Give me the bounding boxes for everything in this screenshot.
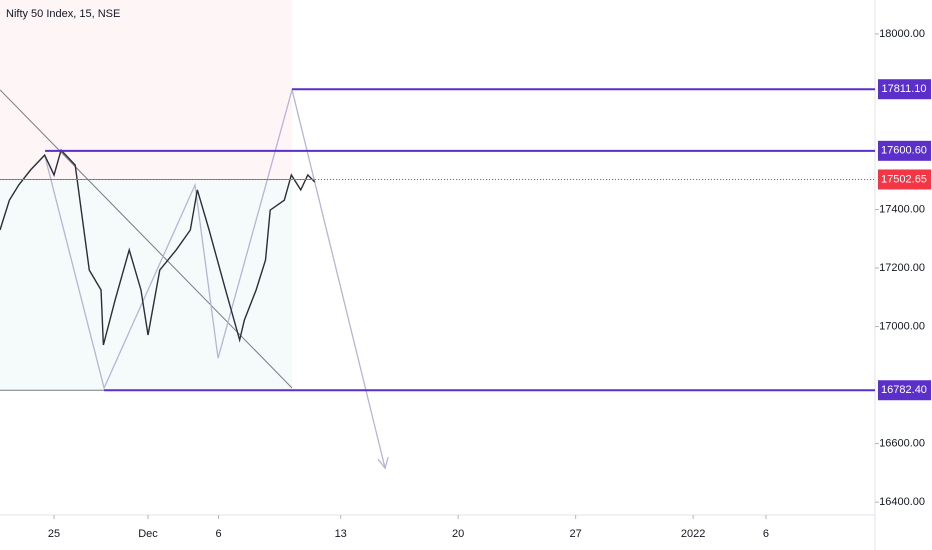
y-tick-label: 17000.00 <box>879 320 925 332</box>
y-tick-label: 16400.00 <box>879 496 925 508</box>
chart-title: Nifty 50 Index, 15, NSE <box>6 8 120 20</box>
y-tick-label: 18000.00 <box>879 28 925 40</box>
level-box <box>878 140 931 161</box>
level-box <box>878 380 931 401</box>
y-tick-label: 17200.00 <box>879 262 925 274</box>
trendline <box>0 89 293 389</box>
level-box <box>878 79 931 100</box>
y-tick-label: 16600.00 <box>879 438 925 450</box>
level-label: 16782.40 <box>881 384 927 396</box>
level-label: 17600.60 <box>881 145 927 157</box>
current-price-label: 17502.65 <box>881 173 927 185</box>
current-price-box <box>878 169 931 190</box>
level-label: 17811.10 <box>881 83 926 95</box>
x-tick-label: Dec <box>138 528 158 540</box>
x-tick-label: 13 <box>335 528 347 540</box>
y-tick-label: 17400.00 <box>879 203 925 215</box>
x-tick-label: 25 <box>48 528 60 540</box>
projection-arrow <box>377 457 389 470</box>
x-tick-label: 27 <box>570 528 582 540</box>
reward-zone <box>0 179 293 391</box>
price-line <box>0 148 316 346</box>
x-tick-label: 20 <box>452 528 464 540</box>
x-tick-label: 6 <box>763 528 769 540</box>
x-tick-label: 2022 <box>681 528 705 540</box>
risk-zone <box>0 0 293 180</box>
projection-path <box>44 87 386 469</box>
x-tick-label: 6 <box>215 528 221 540</box>
